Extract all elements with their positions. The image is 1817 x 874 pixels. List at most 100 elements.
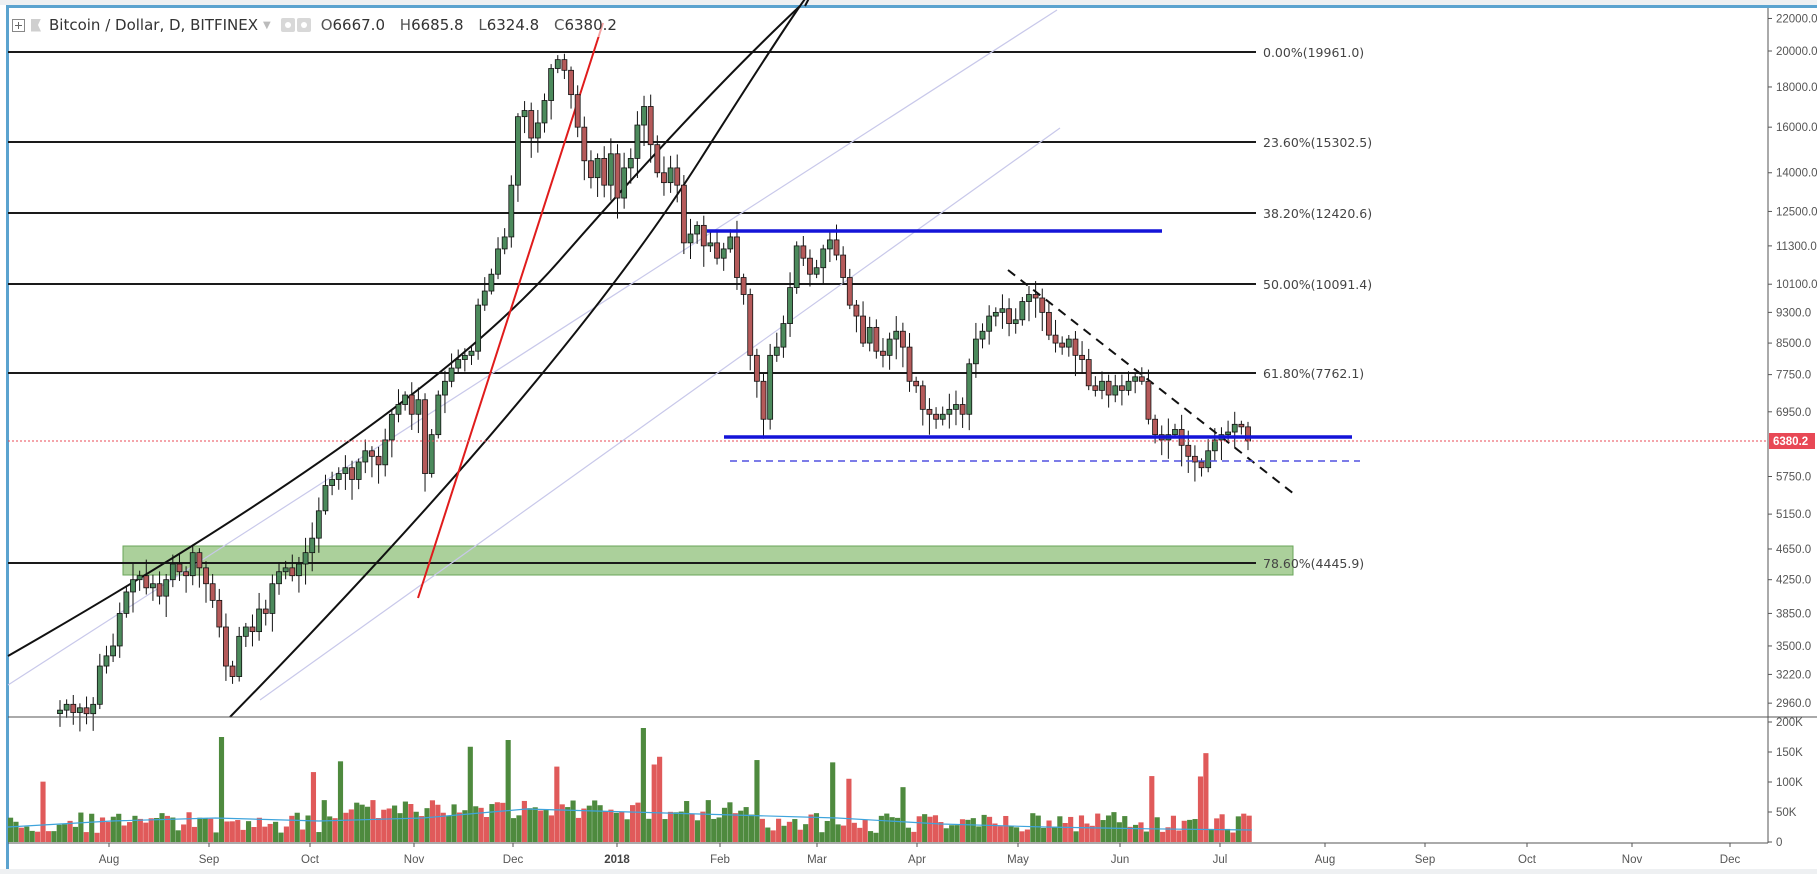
channel-line-faint [259, 127, 1061, 701]
horizontal-levels[interactable] [707, 229, 1360, 462]
volume-bar-up [613, 812, 619, 842]
candle-up [468, 350, 475, 356]
candle-up [886, 338, 893, 356]
candle-up [641, 106, 647, 126]
price-tick-label: 7750.0 [1776, 370, 1811, 382]
candle-up [972, 338, 979, 365]
axes[interactable]: 22000.0 20000.0 18000.0 16000.0 14000.0 12500… [0, 8, 1817, 874]
candle-down [1152, 418, 1158, 436]
candle-up [634, 124, 641, 159]
candle-down [574, 94, 581, 128]
fibonacci-retracement[interactable]: 0.00%(19961.0) 23.60%(15302.5) 38.20%(1242… [8, 45, 1372, 571]
candle-up [1125, 380, 1132, 391]
volume-bar-down [759, 818, 765, 842]
chevron-down-icon[interactable]: ▼ [262, 19, 271, 31]
time-label: Nov [1622, 854, 1643, 866]
volume-bar-up [727, 802, 733, 842]
volume-bar-up [1035, 815, 1041, 842]
candle-down [1145, 380, 1152, 420]
volume-bar-up [56, 824, 62, 842]
candle-down [674, 167, 681, 186]
candle-up [415, 399, 422, 415]
time-label: Apr [908, 854, 926, 866]
candle-down [143, 575, 150, 589]
candle-up [123, 591, 130, 614]
gear-icon[interactable] [296, 18, 311, 32]
volume-bar-up [446, 815, 452, 842]
candle-up [515, 116, 521, 186]
candle-up [820, 248, 827, 269]
candle-down [262, 608, 269, 614]
volume-bar-up [175, 830, 181, 842]
candle-down [1039, 297, 1046, 313]
volume-bar-down [332, 818, 338, 842]
candle-up [63, 703, 70, 711]
volume-bar-down [40, 781, 46, 842]
volume-bar-down [997, 826, 1003, 842]
volume-bar-down [94, 832, 100, 842]
candle-down [853, 304, 860, 317]
candle-up [481, 290, 488, 306]
candle-down [1032, 294, 1039, 299]
volume-bar-down [538, 810, 544, 842]
volume-bar-up [1041, 827, 1047, 842]
volume-bar-down [408, 804, 414, 842]
candle-up [435, 394, 442, 436]
candle-up [939, 413, 946, 420]
volume-bar-up [905, 827, 911, 842]
volume-bar-down [1203, 753, 1209, 842]
volume-bar-up [873, 832, 879, 842]
price-tick-label: 18000.0 [1776, 82, 1817, 94]
volume-bar-up [402, 801, 408, 842]
candle-down [1072, 338, 1079, 356]
volume-bar-up [359, 804, 365, 842]
volume-bar-down [224, 821, 230, 842]
volume-bar-up [337, 761, 344, 842]
volume-bar-down [300, 829, 306, 842]
volume-bar-up [424, 808, 430, 842]
parabolic-curve-inner [229, 0, 810, 718]
volume-bar-down [630, 805, 636, 842]
volume-bar-down [121, 825, 127, 842]
volume-bar-down [521, 800, 527, 842]
volume-bar-up [116, 813, 122, 842]
eye-icon[interactable] [280, 18, 295, 32]
candle-down [846, 277, 853, 306]
demand-zone[interactable] [122, 545, 1294, 576]
candle-down [1198, 461, 1205, 469]
volume-bar-up [213, 832, 219, 842]
candle-up [442, 380, 448, 396]
volume-bar-up [830, 762, 836, 842]
candle-up [110, 645, 116, 657]
volume-bar-down [959, 819, 966, 842]
volume-bar-up [1051, 826, 1058, 842]
volume-bar-up [543, 809, 549, 842]
volume-bar-up [900, 787, 906, 842]
last-price-badge[interactable] [1769, 433, 1815, 449]
candle-up [315, 510, 322, 539]
volume-bar-down [148, 818, 154, 842]
candle-up [694, 224, 701, 235]
candle-down [734, 236, 740, 278]
fib-label: 0.00%(19961.0) [1263, 45, 1364, 60]
volume-bar-up [678, 811, 684, 842]
candle-down [747, 294, 754, 356]
volume-bar-up [1100, 820, 1106, 842]
maximize-icon[interactable] [12, 18, 25, 32]
volume-bar-down [435, 804, 441, 842]
time-label: Feb [710, 854, 730, 866]
candle-up [621, 167, 628, 199]
volume-bar-down [348, 809, 354, 842]
time-label: Jun [1111, 854, 1130, 866]
candle-up [1065, 338, 1072, 348]
time-label: Mar [807, 854, 827, 866]
fib-label: 38.20%(12420.6) [1263, 206, 1372, 221]
candle-up [1172, 429, 1178, 436]
volume-bar-up [1057, 816, 1063, 842]
green-zone-rect[interactable] [122, 545, 1294, 576]
candle-down [700, 224, 707, 247]
candle-down [601, 158, 608, 186]
symbol-title[interactable]: Bitcoin / Dollar, D, BITFINEX [49, 16, 258, 34]
volume-bar-down [911, 831, 917, 842]
